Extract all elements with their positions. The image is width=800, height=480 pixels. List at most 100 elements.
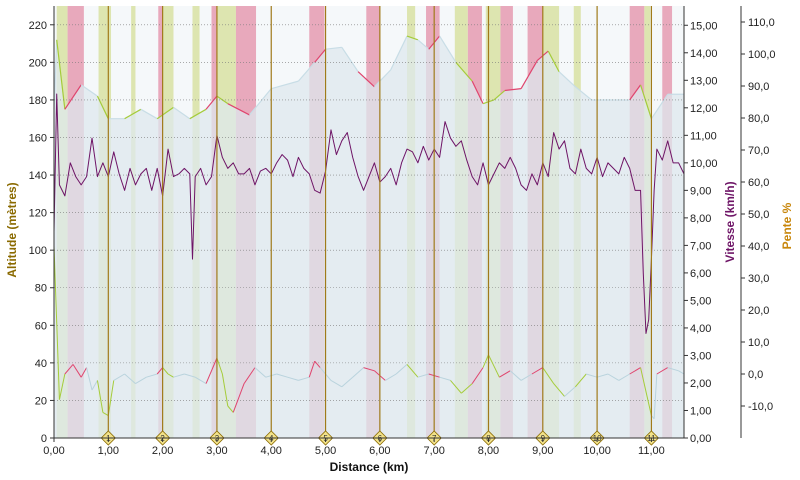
speed-tick-label: 10,00 — [690, 158, 718, 170]
slope-segment — [80, 367, 88, 378]
altitude-segment — [227, 103, 250, 116]
x-tick-label: 5,00 — [315, 445, 336, 457]
altitude-segment — [64, 84, 82, 110]
slope-tick-label: 60,0 — [748, 177, 769, 189]
altitude-area — [54, 36, 684, 438]
slope-segment — [146, 373, 158, 378]
altitude-segment — [56, 39, 66, 110]
x-tick-label: 10,00 — [583, 445, 611, 457]
altitude-segment — [558, 71, 576, 88]
x-tick-label: 11,00 — [638, 445, 665, 457]
slope-segment — [314, 360, 321, 368]
slope-segment — [113, 373, 125, 381]
altitude-axis-title: Altitude (mètres) — [5, 182, 19, 277]
altitude-segment — [271, 80, 299, 90]
slope-segment — [330, 379, 343, 388]
slope-tick-label: -10,0 — [748, 401, 773, 413]
speed-tick-label: 8,00 — [690, 213, 711, 225]
slope-segment — [640, 367, 652, 416]
altitude-segment — [297, 61, 316, 82]
slope-segment — [221, 373, 229, 407]
altitude-segment — [341, 46, 359, 73]
altitude-segment — [455, 61, 473, 82]
speed-tick-label: 11,00 — [690, 130, 717, 142]
altitude-segment — [547, 50, 560, 73]
slope-segment — [564, 386, 576, 397]
slope-segment — [102, 411, 109, 417]
slope-segment — [232, 383, 245, 413]
altitude-segment — [80, 84, 98, 97]
slope-tick-label: 90,0 — [748, 81, 769, 93]
altitude-tick-label: 20 — [35, 395, 47, 407]
slope-segment — [107, 380, 115, 416]
slope-segment — [64, 364, 74, 375]
slope-tick-label: 100,0 — [748, 49, 776, 61]
altitude-segment — [504, 88, 522, 92]
slope-segment — [96, 380, 104, 413]
slope-segment — [574, 373, 587, 388]
slope-segment — [205, 357, 218, 384]
slope-axis-title: Pente % — [780, 202, 794, 249]
slope-tick-label: 110,0 — [748, 17, 775, 29]
slope-segment — [363, 367, 375, 372]
slope-segment — [406, 364, 419, 378]
slope-tick-label: 50,0 — [748, 209, 769, 221]
altitude-tick-label: 100 — [29, 245, 47, 257]
slope-segment — [553, 383, 565, 397]
speed-tick-label: 7,00 — [690, 240, 711, 252]
slope-segment — [607, 373, 620, 381]
speed-tick-label: 9,00 — [690, 185, 711, 197]
speed-tick-label: 6,00 — [690, 268, 711, 280]
speed-axis-title: Vitesse (km/h) — [723, 181, 737, 262]
slope-segment — [276, 373, 288, 378]
slope-segment — [243, 367, 256, 384]
slope-segment — [499, 370, 511, 378]
slope-segment — [520, 373, 533, 381]
altitude-segment — [406, 35, 419, 41]
altitude-segment — [471, 80, 484, 104]
slope-segment — [58, 373, 66, 400]
slope-segment — [184, 373, 196, 378]
slope-segment — [227, 405, 234, 413]
slope-segment — [72, 364, 82, 378]
speed-tick-label: 12,00 — [690, 103, 718, 115]
altitude-tick-label: 80 — [35, 283, 47, 295]
slope-segment — [194, 376, 207, 385]
speed-tick-label: 14,00 — [690, 48, 718, 60]
slope-segment — [173, 373, 185, 378]
slope-tick-label: 70,0 — [748, 145, 769, 157]
x-tick-label: 3,00 — [206, 445, 227, 457]
altitude-segment — [314, 48, 327, 63]
slope-segment — [395, 364, 408, 375]
x-tick-label: 9,00 — [532, 445, 553, 457]
altitude-segment — [493, 90, 506, 101]
speed-tick-label: 0,00 — [690, 433, 711, 445]
altitude-segment — [520, 60, 538, 89]
altitude-segment — [417, 39, 430, 50]
slope-tick-label: 40,0 — [748, 241, 769, 253]
slope-segment — [596, 373, 609, 378]
slope-segment — [586, 373, 598, 378]
speed-tick-label: 4,00 — [690, 323, 711, 335]
slope-segment — [254, 367, 267, 378]
slope-segment — [135, 376, 147, 385]
x-tick-label: 0,00 — [43, 445, 64, 457]
slope-segment — [298, 376, 310, 381]
x-tick-label: 1,00 — [98, 445, 119, 457]
slope-segment — [629, 367, 641, 375]
slope-segment — [124, 373, 136, 384]
speed-tick-label: 3,00 — [690, 350, 711, 362]
altitude-tick-label: 180 — [29, 95, 47, 107]
altitude-segment — [439, 35, 457, 63]
speed-line — [53, 93, 685, 334]
slope-segment — [542, 367, 555, 384]
slope-segment — [471, 367, 484, 384]
slope-segment — [653, 373, 658, 419]
x-tick-label: 4,00 — [261, 445, 282, 457]
slope-tick-label: 80,0 — [748, 113, 769, 125]
slope-segment — [509, 370, 522, 381]
slope-tick-label: 30,0 — [748, 273, 769, 285]
x-tick-label: 6,00 — [369, 445, 390, 457]
slope-segment — [531, 367, 544, 375]
slope-segment — [482, 354, 489, 368]
